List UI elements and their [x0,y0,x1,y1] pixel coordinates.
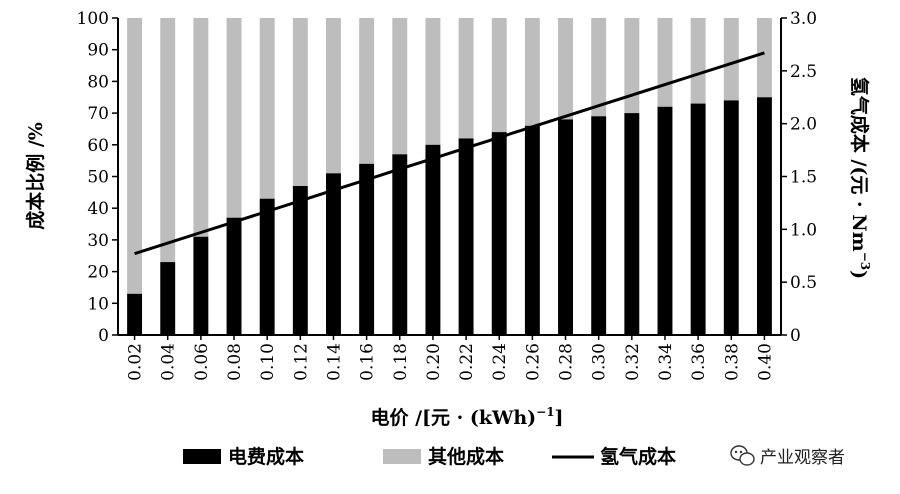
y-left-tick-label: 30 [87,231,109,251]
y-axis-right-title: 氢气成本 /(元 · Nm−3) [848,77,872,279]
hydrogen-cost-line [134,51,765,256]
y-right-tick-label: 2.0 [790,115,817,135]
x-axis-title: 电价 /[元 · (kWh)−1] [370,405,563,429]
bar-other-cost [425,18,441,145]
bar-other-cost [359,18,375,164]
bar-electricity-cost [193,236,209,335]
bar-other-cost [160,18,176,263]
bar-other-cost [292,18,308,187]
y-axis-left-title: 成本比例 /% [24,122,47,230]
x-tick-label: 0.22 [457,343,477,381]
x-tick-label: 0.40 [755,343,775,381]
x-tick-label: 0.24 [490,343,510,381]
y-left-tick-label: 90 [87,41,109,61]
x-tick-label: 0.28 [557,343,577,381]
y-left-tick-label: 100 [77,9,109,29]
y-left-tick-label: 0 [98,326,109,346]
x-tick-label: 0.26 [523,343,543,381]
x-tick-label: 0.18 [391,343,411,381]
bar-electricity-cost [392,154,408,335]
bar-electricity-cost [425,144,441,335]
bars-layer [127,18,772,336]
bar-other-cost [723,18,739,101]
bar-other-cost [259,18,275,199]
y-right-tick-label: 2.5 [790,62,817,82]
bar-electricity-cost [359,163,375,335]
x-tick-label: 0.30 [590,343,610,381]
axes-layer [117,18,782,336]
bar-other-cost [127,18,143,294]
line-layer [134,51,765,256]
bar-other-cost [657,18,673,107]
x-tick-label: 0.06 [192,343,212,381]
bar-electricity-cost [591,116,607,336]
x-tick-label: 0.32 [623,343,643,381]
bar-electricity-cost [458,138,474,335]
bar-electricity-cost [226,217,242,335]
bar-electricity-cost [259,198,275,335]
bar-other-cost [392,18,408,155]
x-tick-label: 0.14 [324,343,344,381]
y-right-tick-label: 0.5 [790,273,817,293]
bar-electricity-cost [756,97,772,335]
x-tick-label: 0.10 [258,343,278,381]
x-tick-label: 0.38 [722,343,742,381]
x-tick-label: 0.36 [689,343,709,381]
x-tick-label: 0.20 [424,343,444,381]
bar-electricity-cost [558,119,573,335]
bar-other-cost [591,18,607,117]
bar-other-cost [524,18,540,126]
y-left-tick-label: 80 [87,72,109,92]
bar-other-cost [491,18,507,133]
legend-label-other: 其他成本 [428,445,504,468]
x-tick-label: 0.02 [126,343,146,381]
y-right-tick-label: 3.0 [790,9,817,29]
x-tick-label: 0.34 [656,343,676,381]
bar-electricity-cost [127,293,143,335]
legend-swatch-other [383,449,421,464]
bar-electricity-cost [657,106,673,335]
ticks-layer: 0 10 20 30 40 50 60 70 80 90 100 0 0.5 1.0 1.5 2.0 2.5 3.… [77,9,818,381]
bar-other-cost [756,18,772,98]
bar-other-cost [226,18,242,218]
bar-other-cost [690,18,706,104]
bar-electricity-cost [491,132,507,335]
y-left-tick-label: 20 [87,263,109,283]
x-tick-label: 0.08 [225,343,245,381]
bar-other-cost [458,18,474,139]
legend: 电费成本 其他成本 氢气成本 [183,445,676,468]
x-tick-label: 0.16 [358,343,378,381]
legend-swatch-electricity [183,449,221,464]
y-right-tick-label: 1.0 [790,220,817,240]
bar-electricity-cost [624,113,640,335]
wechat-icon [730,445,755,466]
y-left-tick-label: 70 [87,104,109,124]
bar-other-cost [193,18,209,237]
bar-electricity-cost [160,262,176,335]
watermark-text: 产业观察者 [760,448,845,468]
x-tick-label: 0.04 [159,343,179,381]
watermark: 产业观察者 [730,445,845,468]
legend-label-hydrogen: 氢气成本 [600,445,676,468]
bar-other-cost [624,18,640,114]
bar-electricity-cost [524,125,540,335]
y-right-tick-label: 0 [790,326,801,346]
legend-label-electricity: 电费成本 [228,445,304,468]
bar-electricity-cost [723,100,739,335]
y-right-tick-label: 1.5 [790,168,817,188]
y-left-tick-label: 40 [87,199,109,219]
x-tick-label: 0.12 [291,343,311,381]
bar-other-cost [558,18,573,120]
bar-electricity-cost [292,186,308,335]
bar-electricity-cost [690,103,706,335]
bar-other-cost [326,18,341,174]
y-left-tick-label: 60 [87,136,109,156]
y-left-tick-label: 50 [87,168,109,188]
bar-electricity-cost [326,173,341,335]
y-left-tick-label: 10 [87,294,109,314]
